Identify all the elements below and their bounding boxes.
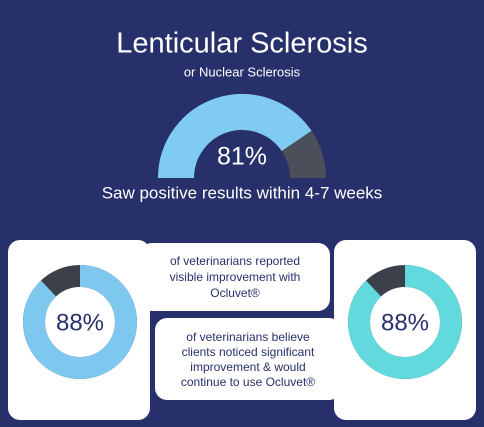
value-label: 88% xyxy=(56,309,104,336)
gauge-arc xyxy=(158,94,312,179)
caption: of veterinarians reported xyxy=(170,254,300,268)
caption: Saw positive results within 4-7 weeks xyxy=(102,183,383,202)
value-label: 88% xyxy=(381,309,429,336)
caption: continue to use Ocluvet® xyxy=(181,375,315,389)
donut-arc xyxy=(348,265,462,379)
title: Lenticular Sclerosis xyxy=(116,28,367,60)
caption: Ocluvet® xyxy=(210,286,260,300)
donut-arc xyxy=(23,265,137,379)
caption-panel xyxy=(140,243,330,311)
caption: improvement & would xyxy=(190,360,305,374)
caption: clients noticed significant xyxy=(182,345,315,359)
caption: visible improvement with xyxy=(170,270,301,284)
value-label: 81% xyxy=(217,143,267,171)
caption-panel xyxy=(155,318,341,400)
caption: of veterinarians believe xyxy=(186,330,310,344)
subtitle: or Nuclear Sclerosis xyxy=(184,64,301,79)
